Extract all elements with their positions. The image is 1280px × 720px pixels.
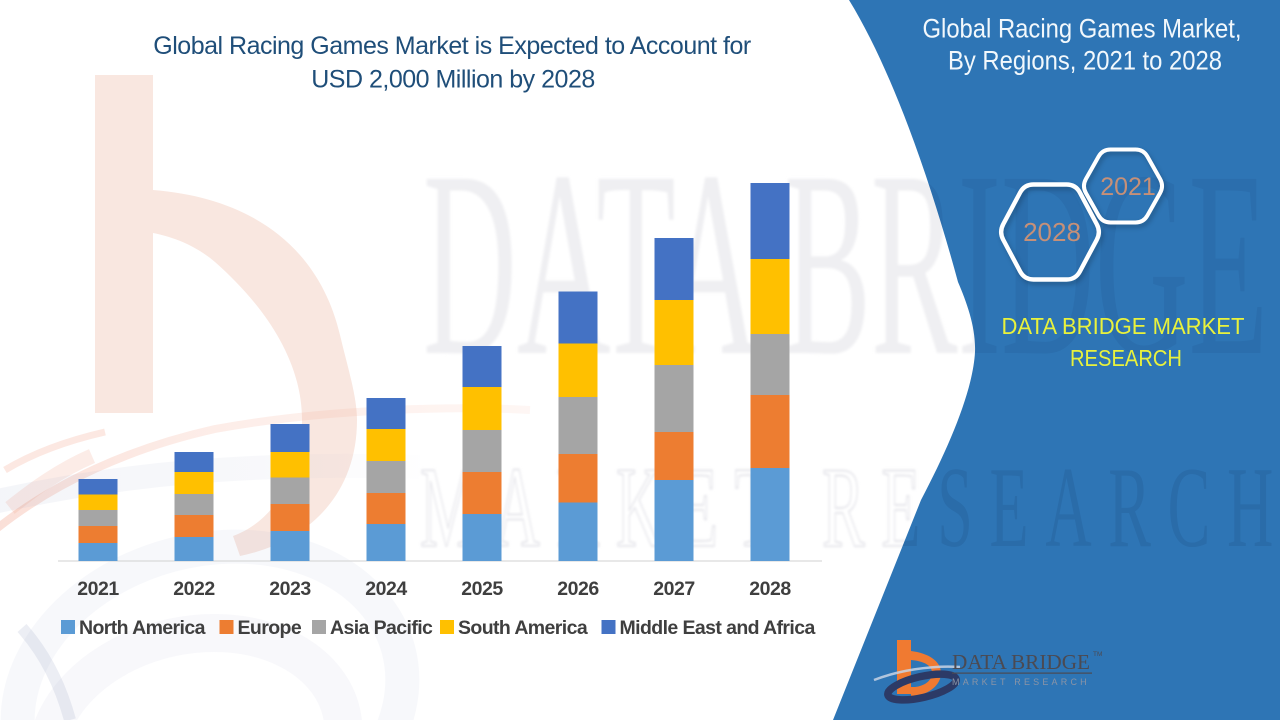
svg-text:Global Racing Games Market is: Global Racing Games Market is Expected t…	[153, 32, 751, 60]
svg-text:USD 2,000 Million by 2028: USD 2,000 Million by 2028	[311, 66, 595, 94]
svg-text:Europe: Europe	[238, 617, 302, 639]
svg-text:Global Racing Games Market,: Global Racing Games Market,	[923, 14, 1242, 44]
svg-text:2028: 2028	[749, 578, 791, 600]
svg-text:DATA BRIDGE MARKET: DATA BRIDGE MARKET	[1002, 313, 1245, 339]
svg-text:South America: South America	[458, 617, 588, 639]
svg-text:2021: 2021	[1100, 173, 1156, 201]
svg-text:2022: 2022	[173, 578, 215, 600]
svg-text:TM: TM	[1093, 651, 1102, 658]
svg-text:By Regions, 2021 to 2028: By Regions, 2021 to 2028	[948, 46, 1222, 76]
svg-text:2023: 2023	[269, 578, 311, 600]
svg-text:RESEARCH: RESEARCH	[1070, 345, 1182, 371]
svg-text:2025: 2025	[461, 578, 503, 600]
svg-text:Middle East and Africa: Middle East and Africa	[620, 617, 816, 639]
svg-text:MARKET RESEARCH: MARKET RESEARCH	[952, 677, 1090, 687]
svg-text:DATA BRIDGE: DATA BRIDGE	[952, 650, 1090, 674]
svg-text:North America: North America	[79, 617, 206, 639]
svg-text:2021: 2021	[77, 578, 119, 600]
svg-text:2026: 2026	[557, 578, 599, 600]
svg-text:Asia Pacific: Asia Pacific	[330, 617, 433, 639]
svg-text:2024: 2024	[365, 578, 407, 600]
svg-text:2027: 2027	[653, 578, 694, 600]
svg-text:2028: 2028	[1023, 217, 1081, 247]
